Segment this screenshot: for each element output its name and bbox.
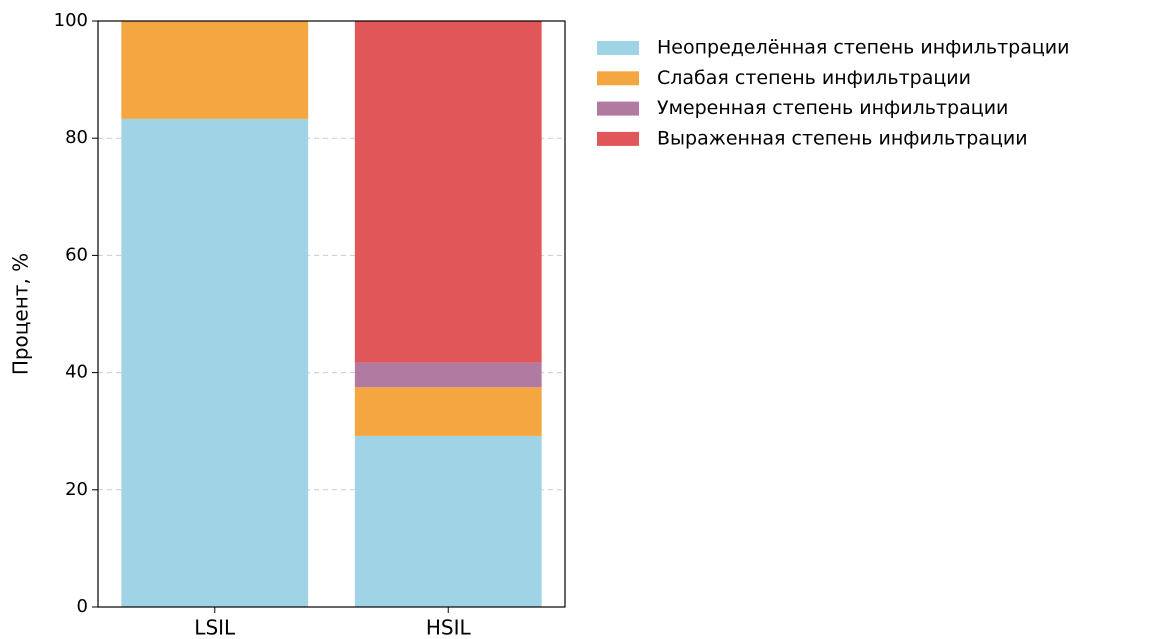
legend-label: Слабая степень инфильтрации xyxy=(657,67,971,89)
bar-segment xyxy=(354,387,542,436)
bar-segment xyxy=(354,435,542,607)
y-tick-label: 40 xyxy=(65,362,88,383)
legend-label: Умеренная степень инфильтрации xyxy=(657,97,1008,119)
y-tick-label: 100 xyxy=(54,10,88,31)
x-tick-label: HSIL xyxy=(426,616,472,639)
bar-segment xyxy=(354,21,542,363)
y-tick-label: 0 xyxy=(77,596,88,617)
legend-label: Неопределённая степень инфильтрации xyxy=(657,37,1069,59)
legend-swatch xyxy=(597,41,639,55)
y-axis-label: Процент, % xyxy=(9,253,33,375)
bar-segment xyxy=(121,118,309,607)
legend-label: Выраженная степень инфильтрации xyxy=(657,127,1028,149)
x-tick-label: LSIL xyxy=(194,616,236,639)
y-tick-label: 20 xyxy=(65,479,88,500)
plot-frame xyxy=(97,20,566,608)
bar-segment xyxy=(121,21,309,119)
y-tick-label: 60 xyxy=(65,244,88,265)
legend-swatch xyxy=(597,71,639,86)
legend-swatch xyxy=(597,131,639,146)
bar-segment xyxy=(354,362,542,388)
y-tick-label: 80 xyxy=(65,127,88,148)
legend-swatch xyxy=(597,101,639,116)
